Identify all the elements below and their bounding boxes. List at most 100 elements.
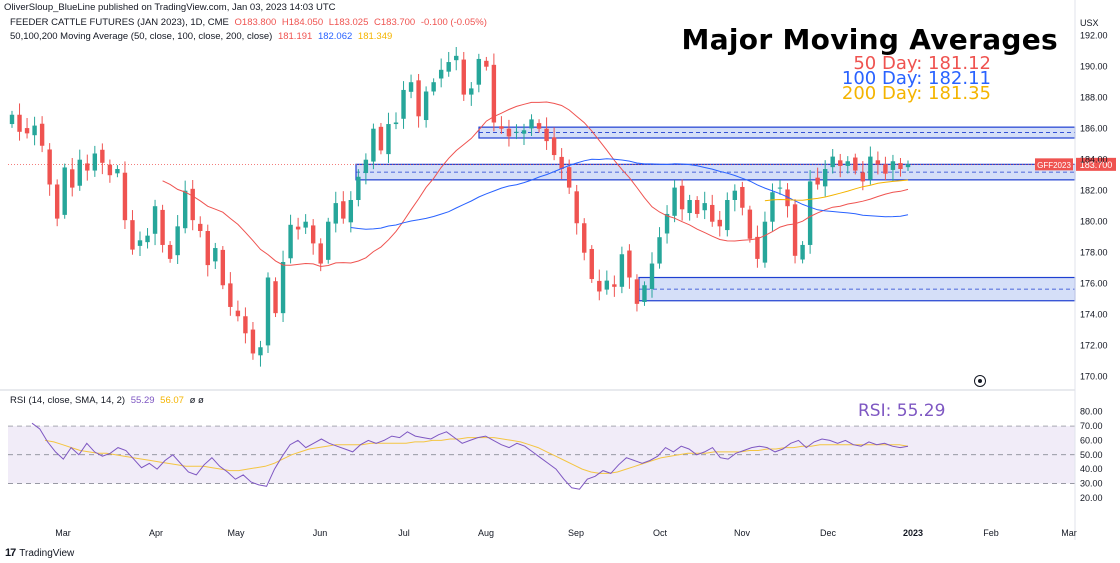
candle-body — [604, 280, 610, 290]
candle-body — [182, 190, 188, 229]
candle-body — [39, 123, 45, 146]
candle-body — [431, 82, 436, 92]
symbol-legend[interactable]: FEEDER CATTLE FUTURES (JAN 2023), 1D, CM… — [10, 17, 490, 28]
candle-body — [295, 226, 301, 230]
candle-body — [77, 159, 82, 186]
rsi-legend[interactable]: RSI (14, close, SMA, 14, 2) 55.29 56.07 … — [10, 395, 207, 406]
candle-body — [521, 130, 527, 134]
price-tick-label: 190.00 — [1080, 62, 1108, 72]
price-tick-label: 188.00 — [1080, 93, 1108, 103]
ma100-value: 182.062 — [317, 31, 353, 42]
x-tick-2023: 2023 — [903, 528, 923, 538]
price-tick-label: 186.00 — [1080, 124, 1108, 134]
candle-body — [70, 169, 75, 188]
candle-body — [634, 279, 640, 304]
candle-body — [853, 157, 858, 171]
ma50-value: 181.191 — [277, 31, 313, 42]
symbol-badge-label: GFF2023 — [1037, 161, 1071, 170]
candle-body — [17, 114, 22, 132]
candle-body — [566, 167, 572, 188]
x-tick-aug: Aug — [478, 528, 494, 538]
rsi-tick-label: 50.00 — [1080, 450, 1103, 460]
tradingview-logo-icon: 17 — [5, 547, 16, 559]
candle-body — [288, 224, 293, 259]
price-tick-label: 178.00 — [1080, 248, 1108, 258]
price-tick-label: 172.00 — [1080, 341, 1108, 351]
candle-body — [130, 220, 135, 250]
candle-body — [235, 310, 241, 317]
rsi-tick-label: 60.00 — [1080, 435, 1103, 445]
candle-body — [544, 128, 549, 142]
candle-body — [175, 226, 180, 256]
candle-body — [860, 172, 866, 182]
rsi-tick-label: 30.00 — [1080, 478, 1103, 488]
publisher-line: OliverSloup_BlueLine published on Tradin… — [4, 2, 336, 13]
replay-icon-ring — [974, 375, 986, 387]
candle-body — [822, 169, 828, 187]
price-tick-label: 170.00 — [1080, 372, 1108, 382]
candle-body — [145, 235, 150, 243]
ma-legend[interactable]: 50,100,200 Moving Average (50, close, 10… — [10, 31, 395, 42]
candle-body — [24, 128, 30, 134]
candle-body — [333, 203, 338, 224]
x-tick-mar-2: Mar — [1061, 528, 1077, 538]
candle-body — [807, 181, 813, 245]
overlay-ma50: 50 Day: 181.12 — [853, 53, 991, 74]
candle-body — [107, 164, 113, 176]
overlay-title: Major Moving Averages — [681, 23, 1058, 56]
candle-body — [438, 69, 444, 79]
candle-body — [529, 119, 534, 129]
candle-body — [273, 281, 278, 314]
x-tick-jun: Jun — [313, 528, 328, 538]
candle-body — [845, 161, 850, 166]
x-tick-sep: Sep — [568, 528, 584, 538]
x-tick-feb: Feb — [983, 528, 999, 538]
candle-body — [476, 58, 482, 85]
price-tick-label: 180.00 — [1080, 217, 1108, 227]
price-tick-label: 184.00 — [1080, 155, 1108, 165]
rsi-tick-label: 40.00 — [1080, 464, 1103, 474]
candle-body — [830, 156, 835, 168]
candle-body — [582, 223, 587, 253]
rsi-line — [31, 422, 909, 490]
candle-body — [755, 236, 760, 259]
candle-body — [589, 248, 594, 280]
price-tick-label: 176.00 — [1080, 279, 1108, 289]
candle-body — [310, 225, 316, 244]
price-badge-label: 183.700 — [1080, 160, 1113, 170]
candle-body — [536, 123, 542, 129]
candle-body — [514, 131, 519, 133]
change-value: -0.100 (-0.05%) — [420, 17, 487, 28]
candle-body — [220, 249, 226, 286]
candle-body — [838, 160, 843, 166]
candle-body — [815, 177, 820, 185]
ma-label: 50,100,200 Moving Average (50, close, 10… — [10, 31, 273, 42]
high-value: H184.050 — [281, 17, 324, 28]
candle-body — [408, 82, 414, 92]
candle-body — [770, 192, 775, 222]
rsi-extra: ø ø — [189, 395, 204, 406]
candle-body — [725, 200, 730, 231]
candle-body — [190, 188, 195, 221]
candle-body — [393, 122, 399, 125]
rsi-overlay-label: RSI: 55.29 — [858, 401, 946, 421]
candle-body — [649, 263, 655, 289]
candle-body — [679, 185, 685, 210]
price-tick-label: 182.00 — [1080, 186, 1108, 196]
candle-body — [416, 80, 421, 117]
candle-body — [792, 204, 798, 256]
price-tick-label: 192.00 — [1080, 31, 1108, 41]
candle-body — [363, 159, 369, 174]
candle-body — [732, 190, 738, 200]
candle-body — [122, 172, 128, 221]
tradingview-brand[interactable]: 17 TradingView — [5, 547, 74, 559]
candle-body — [664, 213, 670, 234]
candle-body — [356, 176, 361, 200]
candle-body — [898, 163, 903, 169]
low-value: L183.025 — [328, 17, 369, 28]
x-tick-mar: Mar — [55, 528, 71, 538]
x-tick-jul: Jul — [398, 528, 410, 538]
candle-body — [762, 221, 768, 263]
candle-body — [213, 248, 218, 262]
